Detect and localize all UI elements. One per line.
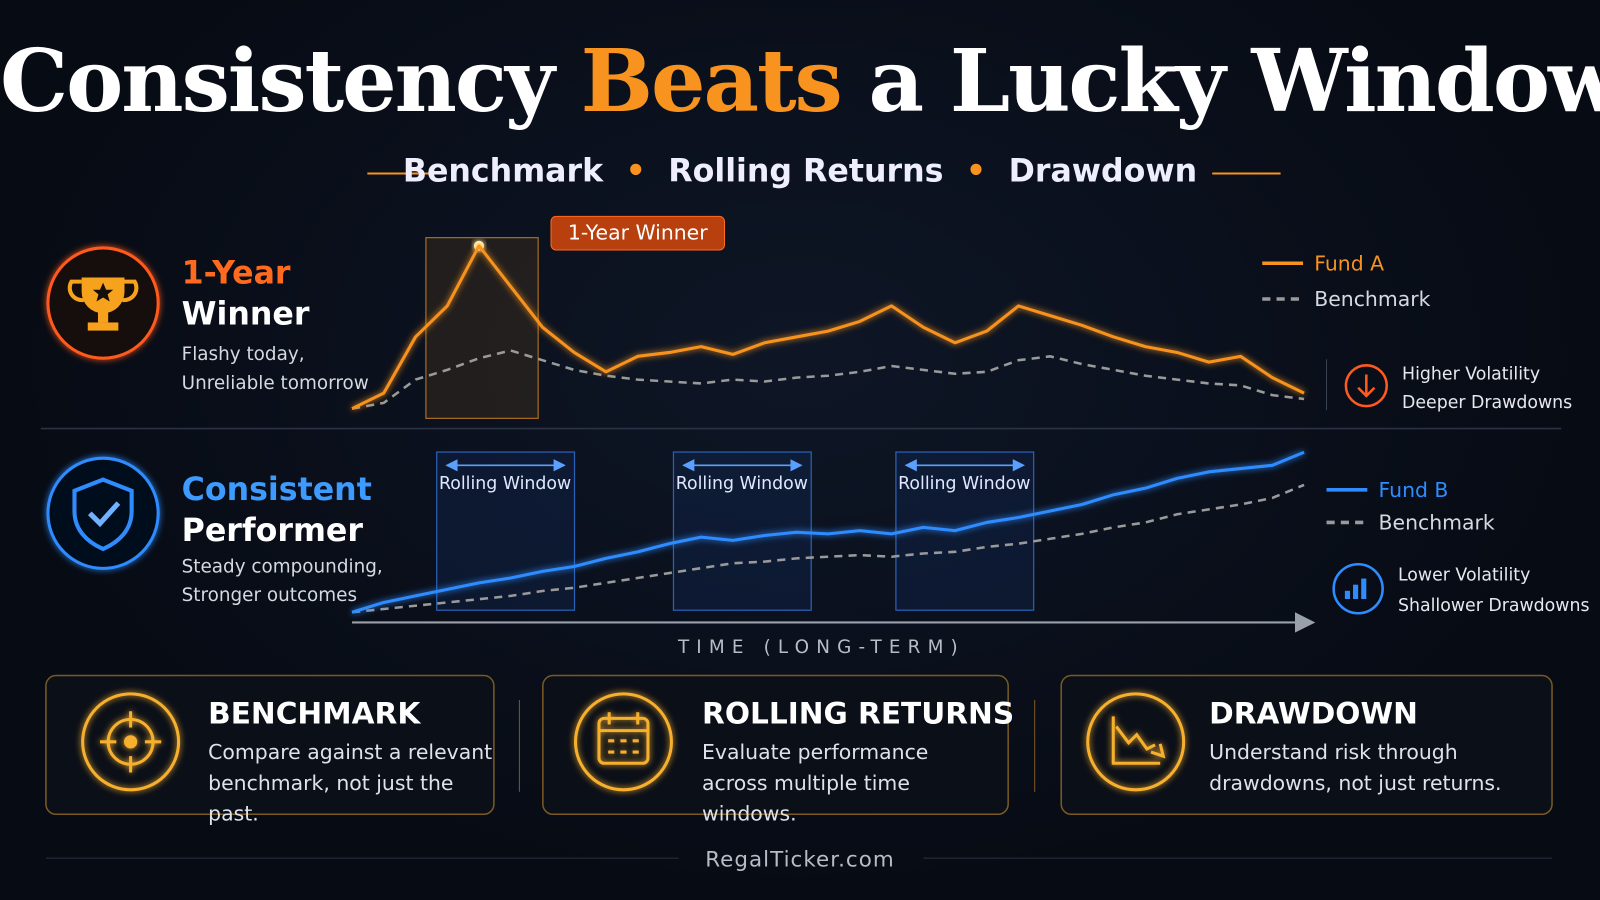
down-icon bbox=[1344, 364, 1388, 408]
note: Deeper Drawdowns bbox=[1402, 392, 1573, 414]
label-text: Unreliable tomorrow bbox=[181, 372, 369, 394]
window-label: Rolling Window bbox=[438, 473, 572, 494]
card-icons bbox=[81, 692, 1186, 792]
title-part: Consistency bbox=[0, 30, 555, 132]
title-part: a Lucky Window bbox=[868, 30, 1600, 132]
label-title: Performer bbox=[181, 512, 363, 549]
series-line bbox=[351, 349, 1305, 410]
trophy-icon bbox=[46, 246, 160, 360]
subtitle-item: Benchmark bbox=[402, 153, 604, 190]
annotation-box bbox=[550, 215, 725, 251]
rolling-window bbox=[672, 451, 812, 611]
bullet: • bbox=[625, 153, 646, 190]
window-label: Rolling Window bbox=[898, 473, 1031, 494]
legend-label: Benchmark bbox=[1314, 287, 1430, 311]
card-text: Compare against a relevant benchmark, no… bbox=[208, 739, 493, 826]
label-title: Consistent bbox=[181, 471, 372, 509]
label-text: Stronger outcomes bbox=[181, 584, 358, 607]
card-title: DRAWDOWN bbox=[1209, 695, 1418, 731]
annotation: 1-Year Winner bbox=[568, 221, 708, 245]
rolling-window bbox=[895, 451, 1035, 611]
card-title: ROLLING RETURNS bbox=[702, 695, 1015, 731]
shield-icon bbox=[46, 456, 160, 570]
card-text: Understand risk through drawdowns, not j… bbox=[1209, 739, 1502, 795]
card bbox=[1060, 674, 1553, 816]
label-text: Steady compounding, bbox=[181, 556, 383, 578]
note: Shallower Drawdowns bbox=[1397, 595, 1590, 617]
label-title: Winner bbox=[181, 295, 310, 333]
legend-label: Benchmark bbox=[1379, 510, 1495, 534]
rolling-window bbox=[436, 451, 576, 611]
subtitle-item: Drawdown bbox=[1008, 153, 1198, 190]
axis-label: TIME (LONG-TERM) bbox=[677, 636, 965, 659]
title: Consistency Beats a Lucky Window bbox=[0, 31, 1600, 132]
card-title: BENCHMARK bbox=[208, 695, 421, 731]
note: Higher Volatility bbox=[1402, 364, 1541, 385]
bars-icon bbox=[1332, 563, 1384, 615]
window-label: Rolling Window bbox=[675, 473, 808, 494]
subtitle-item: Rolling Returns bbox=[668, 153, 944, 190]
card-text: Evaluate performance across multiple tim… bbox=[702, 739, 929, 826]
series-line bbox=[351, 450, 1305, 614]
title-part: Beats bbox=[580, 30, 843, 132]
label-text: Flashy today, bbox=[181, 343, 305, 366]
subtitle: Benchmark • Rolling Returns • Drawdown bbox=[0, 153, 1600, 190]
note: Lower Volatility bbox=[1397, 565, 1531, 586]
highlight-window bbox=[425, 237, 539, 419]
series-line bbox=[351, 483, 1305, 614]
label-title: 1-Year bbox=[181, 255, 291, 292]
bullet: • bbox=[965, 153, 987, 190]
series-line bbox=[351, 244, 1305, 411]
legend-label: Fund B bbox=[1379, 478, 1449, 502]
legend-label: Fund A bbox=[1314, 251, 1384, 275]
footer: RegalTicker.com bbox=[705, 846, 895, 872]
